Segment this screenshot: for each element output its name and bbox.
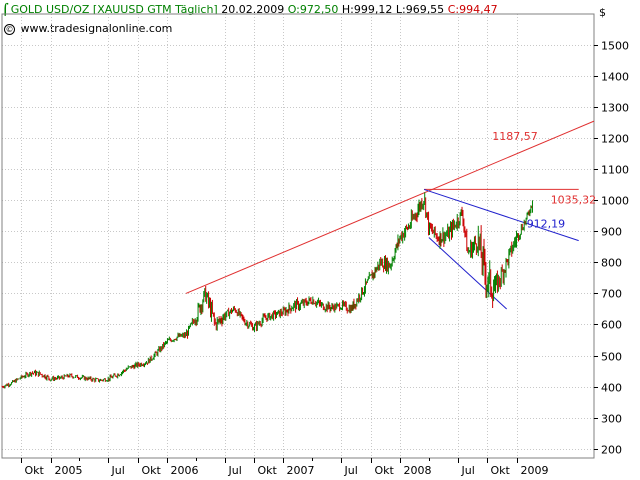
plot-border <box>1 13 595 459</box>
close-value: C:994,47 <box>447 3 498 16</box>
x-tick-label: 2006 <box>171 464 199 477</box>
chart-grid <box>2 14 594 458</box>
tradesignal-logo-icon: ⌠ <box>2 3 9 16</box>
trend-label: 1187,57 <box>492 130 538 143</box>
chart-header: ⌠ GOLD USD/OZ [XAUUSD GTM Täglich] 20.02.… <box>2 3 498 16</box>
quote-date: 20.02.2009 <box>221 3 285 16</box>
instrument-title: GOLD USD/OZ [XAUUSD GTM Täglich] <box>10 3 218 16</box>
trend-line <box>423 188 579 242</box>
x-tick-label: Jul <box>461 464 475 477</box>
y-tick-label: 1300 <box>601 102 629 115</box>
x-tick-label: 2008 <box>404 464 432 477</box>
y-tick-label: 600 <box>601 319 622 332</box>
trend-lines <box>185 120 595 310</box>
credit-line: © www.tradesignalonline.com <box>4 22 172 35</box>
trend-label: 912,19 <box>527 218 566 231</box>
currency-label: $ <box>599 6 606 19</box>
x-tick-label: 2009 <box>521 464 549 477</box>
x-tick-label: Okt <box>491 464 511 477</box>
y-tick-label: 1000 <box>601 195 629 208</box>
y-axis: 200 300 400 500 600 700 800 900 1000 1100 1200 1300… <box>594 6 629 457</box>
y-tick-label: 200 <box>601 444 622 457</box>
trend-label: 1035,32 <box>551 193 597 206</box>
trend-line <box>185 120 595 294</box>
x-tick-label: 2007 <box>287 464 315 477</box>
plot-frame <box>1 13 595 459</box>
y-tick-label: 1200 <box>601 133 629 146</box>
x-tick-label: Okt <box>375 464 395 477</box>
x-tick-label: Okt <box>258 464 278 477</box>
y-tick-label: 900 <box>601 226 622 239</box>
x-tick-label: Okt <box>25 464 45 477</box>
trend-annotations: 1187,57 1035,32 912,19 <box>492 130 596 231</box>
x-axis: Okt 2005 Jul Okt 2006 Jul Okt 2007 Jul Okt 2008 Jul… <box>21 458 549 477</box>
x-tick-label: Jul <box>344 464 358 477</box>
y-tick-label: 500 <box>601 351 622 364</box>
y-tick-label: 400 <box>601 382 622 395</box>
y-tick-label: 1400 <box>601 71 629 84</box>
x-tick-label: Jul <box>111 464 125 477</box>
y-tick-label: 800 <box>601 257 622 270</box>
x-tick-label: Okt <box>142 464 162 477</box>
price-bars <box>1 192 533 389</box>
low-value: L:969,55 <box>395 3 445 16</box>
high-value: H:999,12 <box>341 3 393 16</box>
y-tick-label: 300 <box>601 413 622 426</box>
credit-text[interactable]: www.tradesignalonline.com <box>20 22 173 35</box>
open-value: O:972,50 <box>287 3 339 16</box>
x-tick-label: Jul <box>228 464 242 477</box>
y-tick-label: 1100 <box>601 164 629 177</box>
y-tick-label: 1500 <box>601 40 629 53</box>
x-tick-label: 2005 <box>55 464 83 477</box>
copyright-icon: © <box>4 24 15 35</box>
y-tick-label: 700 <box>601 288 622 301</box>
